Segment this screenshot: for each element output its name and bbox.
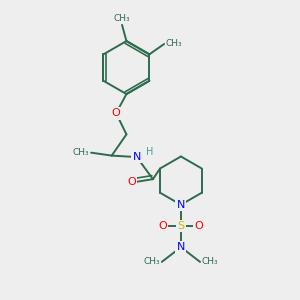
Text: N: N bbox=[177, 242, 185, 252]
Text: H: H bbox=[146, 147, 153, 157]
Text: N: N bbox=[177, 200, 185, 210]
Text: CH₃: CH₃ bbox=[202, 257, 218, 266]
Text: CH₃: CH₃ bbox=[72, 148, 89, 157]
Text: S: S bbox=[177, 221, 184, 231]
Text: CH₃: CH₃ bbox=[166, 40, 182, 49]
Text: O: O bbox=[158, 221, 167, 231]
Text: N: N bbox=[133, 152, 141, 162]
Text: O: O bbox=[128, 177, 136, 187]
Text: O: O bbox=[112, 108, 121, 118]
Text: CH₃: CH₃ bbox=[144, 257, 160, 266]
Text: CH₃: CH₃ bbox=[114, 14, 130, 23]
Text: O: O bbox=[195, 221, 203, 231]
